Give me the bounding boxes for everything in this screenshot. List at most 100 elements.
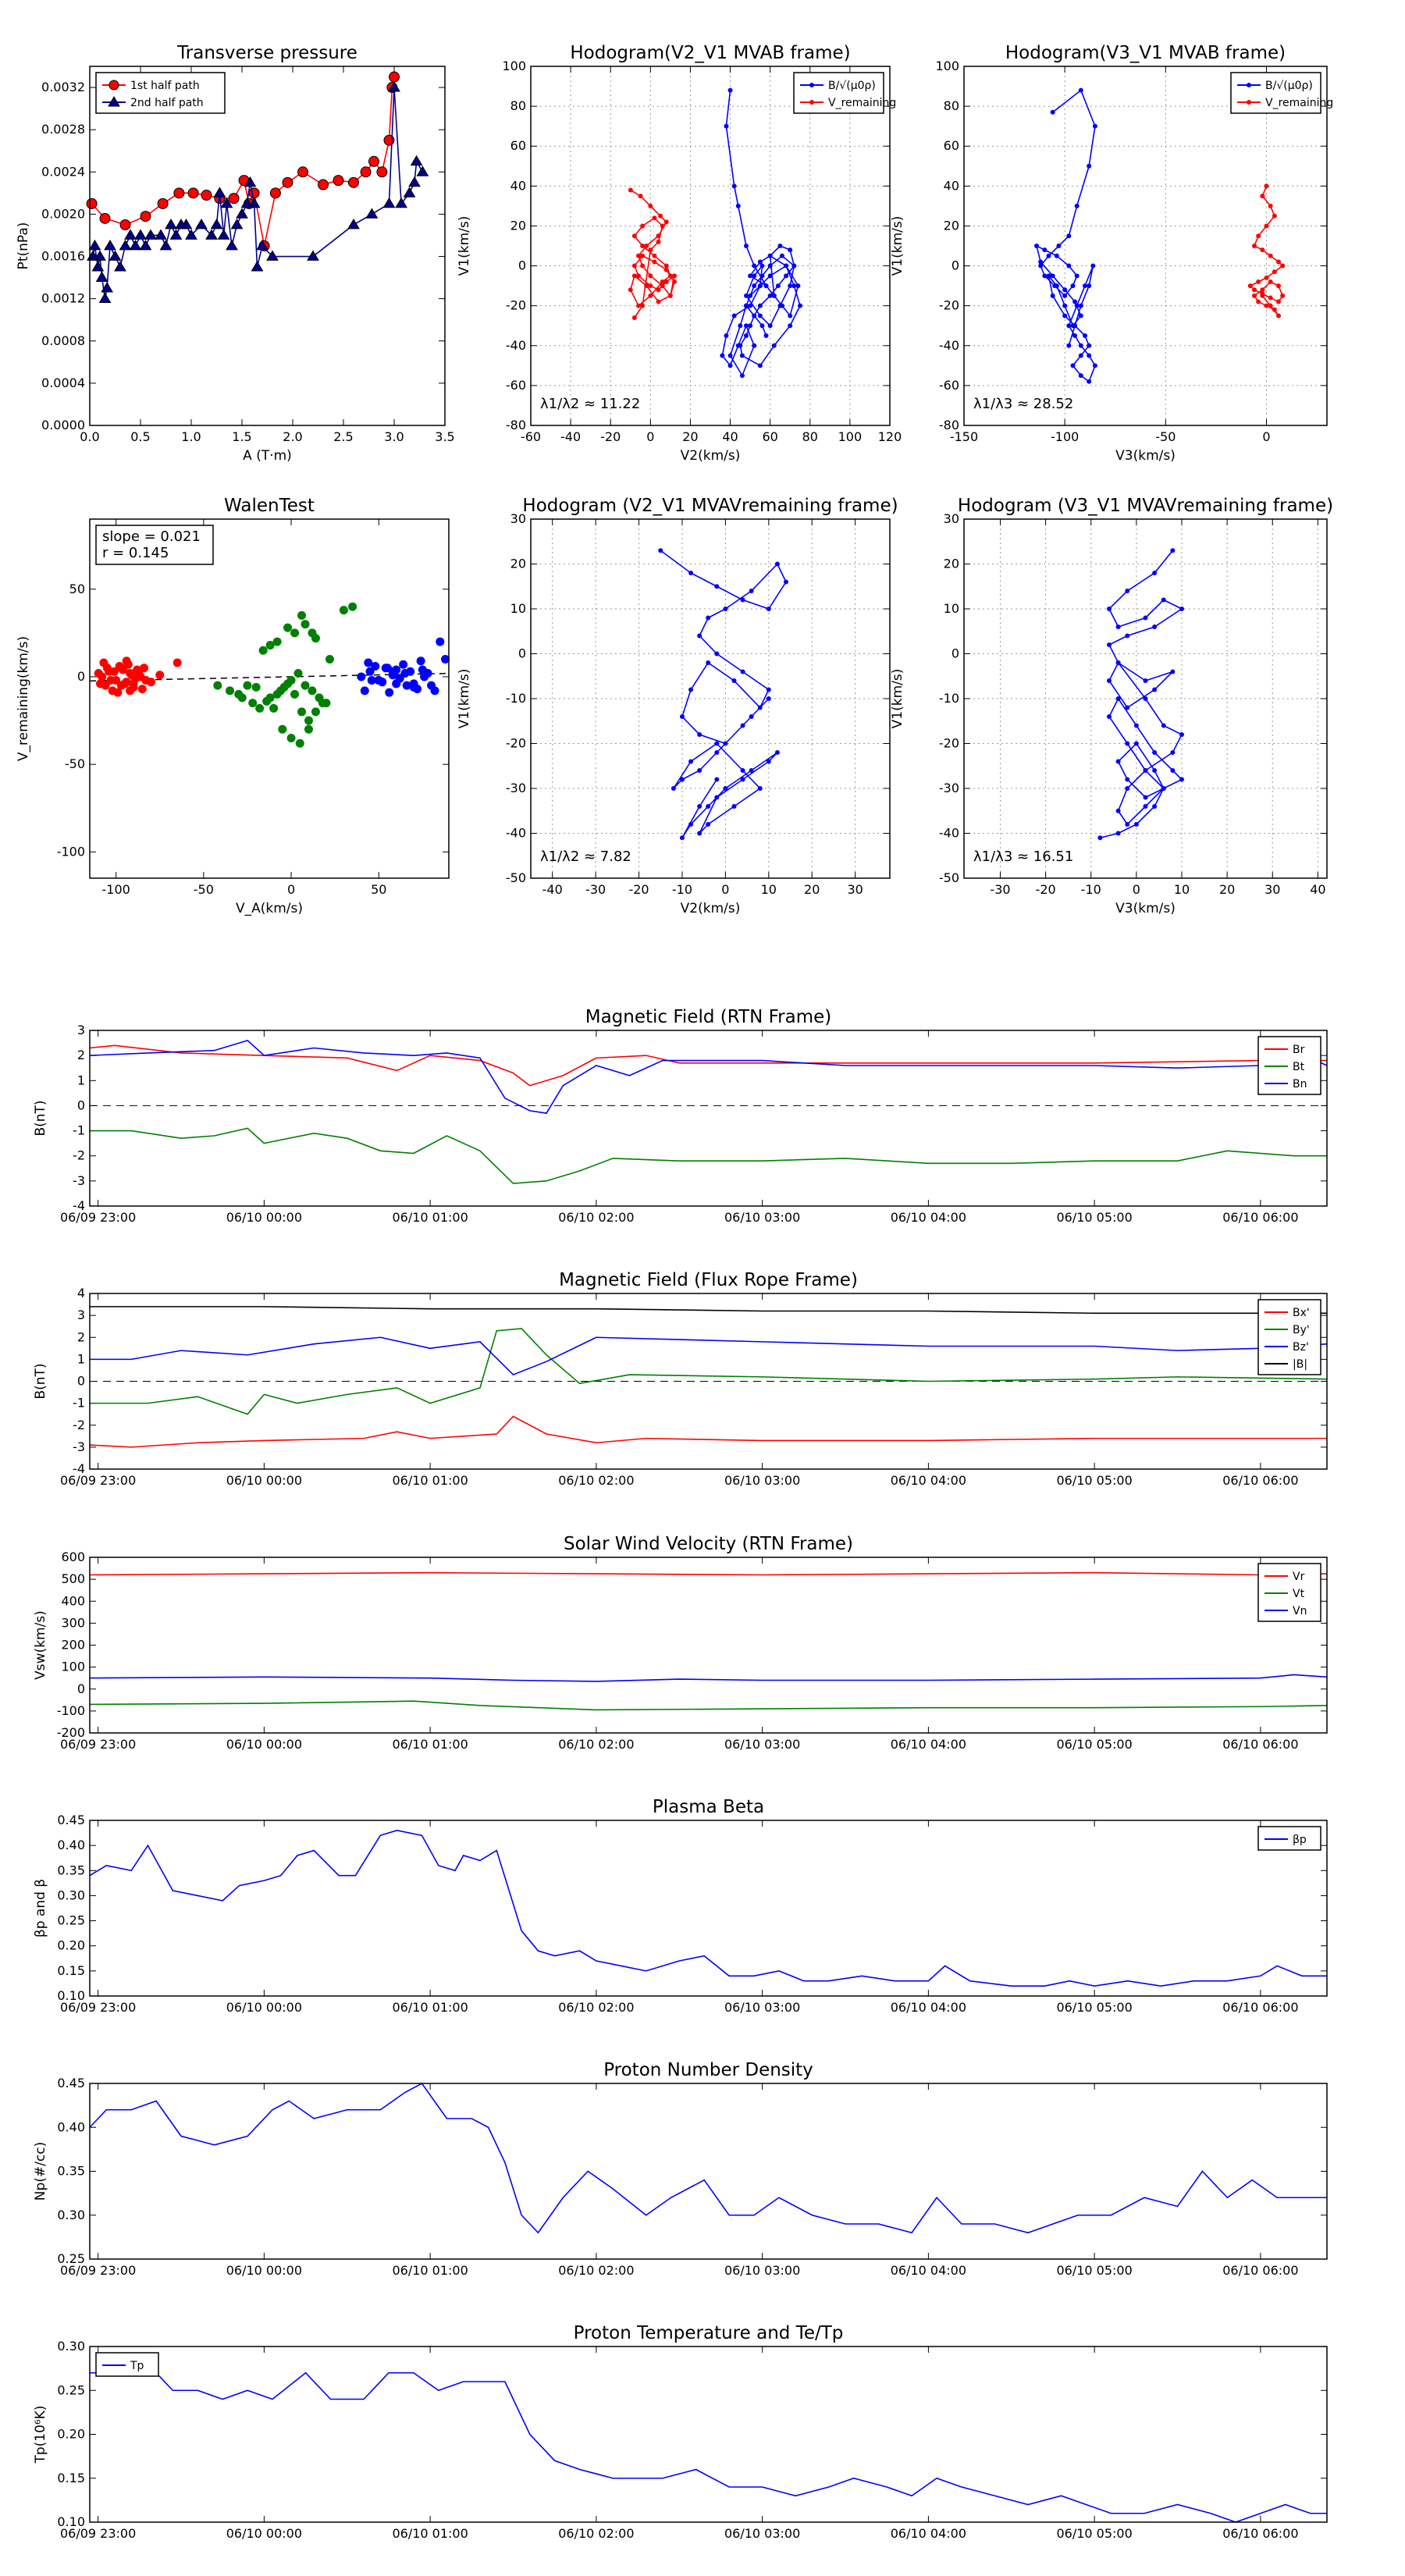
y-tick-label: -50 [506, 870, 526, 885]
data-point [752, 283, 757, 289]
data-point [114, 261, 126, 272]
data-point [1276, 283, 1281, 289]
data-point [735, 203, 741, 208]
data-point [763, 283, 769, 289]
data-point [1256, 233, 1261, 239]
data-point [348, 176, 359, 188]
data-point [724, 333, 729, 338]
x-tick-label: 06/10 06:00 [1222, 2526, 1298, 2541]
data-point [731, 678, 737, 683]
y-tick-label: 0.15 [57, 2471, 85, 2485]
data-point [648, 283, 653, 289]
y-tick-label: 1 [77, 1073, 85, 1087]
data-point [436, 637, 445, 646]
data-point [1125, 633, 1130, 639]
data-point [788, 283, 793, 289]
x-tick-label: 06/10 00:00 [226, 1210, 302, 1225]
x-tick-label: -20 [628, 882, 649, 897]
x-tick-label: -50 [194, 882, 214, 897]
series-2 [357, 637, 450, 697]
plot-frame [89, 66, 446, 426]
data-point [1272, 307, 1277, 312]
legend-label: Vt [1293, 1588, 1305, 1600]
data-point [679, 777, 685, 782]
data-point [234, 689, 244, 699]
series-0 [89, 2082, 1327, 2234]
y-tick-label: 0.35 [57, 1863, 85, 1877]
data-point [1062, 313, 1068, 318]
series-line [89, 1039, 1328, 1114]
data-point [1056, 244, 1062, 248]
data-point [248, 699, 258, 708]
data-point [660, 283, 665, 289]
plot-frame [963, 518, 1328, 879]
legend: Vr Vt Vn [1257, 1563, 1321, 1622]
y-tick-label: 0 [77, 669, 85, 684]
data-point [1152, 750, 1158, 755]
data-point [788, 323, 793, 329]
data-point [91, 261, 105, 272]
data-point [94, 668, 103, 678]
x-tick-label: 2.0 [283, 429, 302, 444]
data-point [714, 651, 720, 656]
y-tick-label: -30 [506, 781, 526, 795]
data-point [347, 218, 360, 229]
x-tick-label: 06/10 02:00 [558, 2000, 634, 2015]
data-point [301, 681, 310, 690]
y-tick-label: -3 [73, 1439, 85, 1454]
series-by- [90, 1328, 1328, 1415]
data-point [667, 273, 673, 279]
y-tick-label: -60 [506, 378, 526, 393]
data-point [631, 273, 637, 279]
data-point [385, 688, 394, 697]
data-point [1252, 287, 1257, 293]
data-point [304, 716, 313, 725]
y-tick-label: 0.25 [57, 2251, 85, 2266]
data-point [1050, 109, 1055, 115]
data-point [95, 271, 108, 282]
x-tick-label: 06/10 06:00 [1222, 1210, 1298, 1225]
chart-bf_rtn: -4 -3 -2 -1 0 1 2 3 06/09 23:00 06/10 00:00 06/10 … [33, 1007, 1328, 1225]
y-tick-label: -10 [939, 691, 959, 706]
data-point [697, 732, 702, 737]
series-vr [89, 1571, 1328, 1576]
data-point [1152, 687, 1158, 692]
data-point [640, 253, 646, 258]
data-point [1143, 615, 1148, 621]
series-bz- [90, 1336, 1328, 1375]
data-point [767, 253, 773, 258]
annotation-text: λ1/λ2 ≈ 11.22 [540, 396, 640, 412]
data-point [399, 660, 408, 669]
data-point [297, 610, 307, 620]
y-axis-label: Np(#/cc) [33, 2142, 48, 2201]
annotation-text: λ1/λ2 ≈ 7.82 [540, 849, 631, 865]
data-point [788, 247, 793, 253]
data-point [173, 658, 182, 667]
data-point [134, 229, 147, 240]
annotation-text: λ1/λ3 ≈ 16.51 [973, 849, 1073, 865]
data-point [744, 293, 749, 298]
data-point [1066, 263, 1072, 269]
data-point [389, 71, 400, 83]
legend-marker [1247, 83, 1251, 87]
annotation-box [95, 525, 214, 565]
y-tick-label: 0.0032 [41, 80, 85, 94]
data-point [1078, 353, 1083, 358]
x-tick-label: 0 [1133, 882, 1140, 897]
x-tick-label: 06/09 23:00 [60, 1473, 136, 1488]
y-axis-label: Vsw(km/s) [33, 1610, 48, 1680]
data-point [720, 353, 725, 358]
data-point [381, 664, 390, 673]
data-point [1143, 678, 1148, 683]
x-tick-label: 40 [722, 429, 738, 444]
y-tick-label: 0.20 [57, 2427, 85, 2442]
data-point [1038, 259, 1044, 265]
data-point [255, 703, 265, 713]
data-point [102, 664, 112, 673]
data-point [748, 293, 753, 298]
chart-hr21: -50 -40 -30 -20 -10 0 10 20 30 -40 -30 -20 -10 0 10 20 3… [457, 496, 898, 916]
x-tick-label: -40 [542, 882, 563, 897]
y-tick-label: 0 [518, 646, 526, 661]
data-point [99, 212, 111, 224]
data-point [301, 620, 310, 629]
